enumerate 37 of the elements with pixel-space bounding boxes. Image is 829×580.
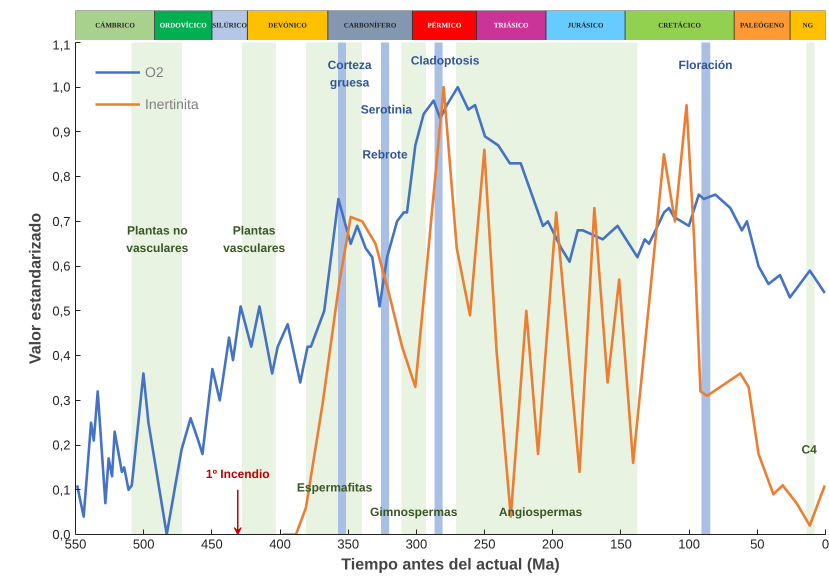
annotation: Plantas vasculares <box>223 224 286 256</box>
y-axis-title: Valor estandarizado <box>27 212 44 364</box>
y-tick-label: 0,7 <box>52 214 71 229</box>
x-tick-label: 450 <box>201 536 223 552</box>
y-tick-label: 0,8 <box>52 169 71 184</box>
x-tick-label: 400 <box>269 536 291 552</box>
y-tick-label: 1,1 <box>52 38 71 52</box>
legend-label: Inertinita <box>145 96 199 112</box>
x-tick-label: 200 <box>542 536 564 552</box>
y-tick-label: 0,2 <box>52 438 71 453</box>
x-tick-label: 0 <box>822 536 829 552</box>
y-tick-label: 0,6 <box>52 258 71 274</box>
x-tick-label: 350 <box>337 536 360 552</box>
x-tick-label: 150 <box>610 536 632 552</box>
legend-label: O2 <box>145 64 165 80</box>
annotation: C4 <box>801 442 818 457</box>
x-tick-label: 50 <box>750 536 765 552</box>
x-tick-label: 500 <box>132 536 155 552</box>
y-tick-label: 0,9 <box>52 124 71 140</box>
x-tick-label: 250 <box>474 536 496 552</box>
annotation: Rebrote <box>362 147 408 162</box>
annotation: Cladoptosis <box>410 53 480 68</box>
annotation: Floración <box>678 58 733 72</box>
y-tick-label: 0,1 <box>52 482 71 498</box>
annotation: Corteza gruesa <box>328 58 372 90</box>
y-tick-label: 0,3 <box>52 392 71 408</box>
y-tick-label: 0,5 <box>52 303 71 318</box>
x-tick-label: 100 <box>678 536 700 552</box>
y-tick-label: 0,0 <box>52 527 71 542</box>
y-tick-label: 1,0 <box>52 80 71 95</box>
annotation: Serotinia <box>360 102 412 117</box>
x-tick-label: 300 <box>406 536 428 552</box>
annotation: 1º Incendio <box>206 467 270 482</box>
annotation: Gimnospermas <box>370 505 458 520</box>
x-axis-title: Tiempo antes del actual (Ma) <box>341 556 560 574</box>
annotation: Plantas no vasculares <box>126 224 189 256</box>
y-tick-label: 0,4 <box>52 348 71 364</box>
